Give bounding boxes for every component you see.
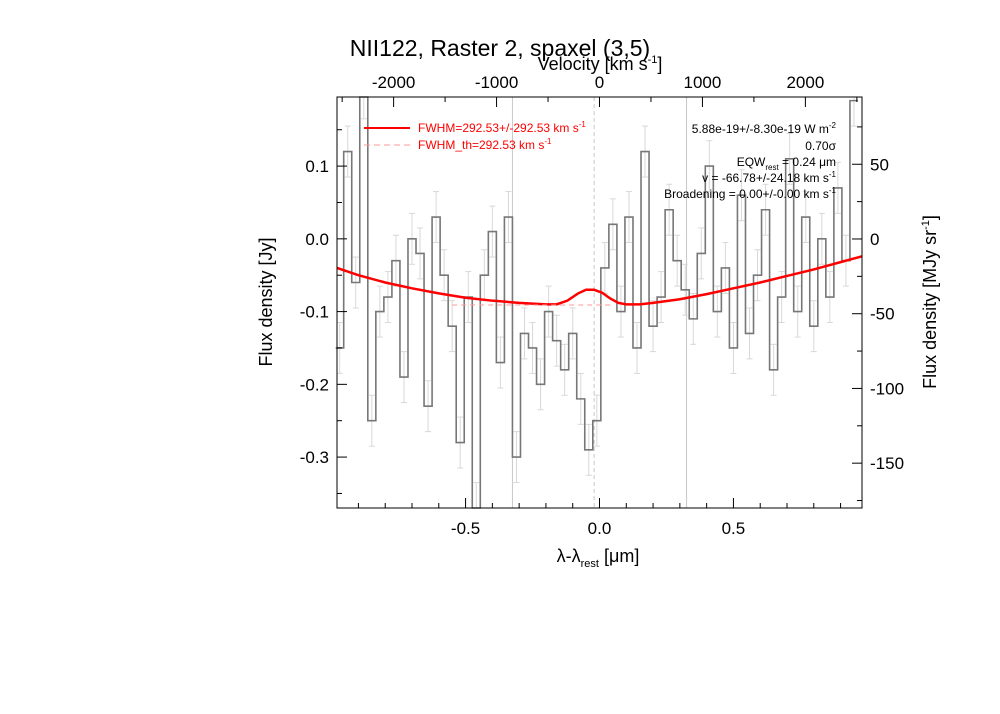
plot-frame [336,96,863,509]
top-tick-label: -2000 [372,73,415,92]
x-axis-title: λ-λrest [μm] [557,546,640,570]
legend-label-fwhm-th: FWHM_th=292.53 km s-1 [418,137,552,152]
y-tick-label: 0.0 [305,230,329,249]
y-tick-label: -0.2 [300,375,329,394]
right-tick-label: -50 [870,305,895,324]
y-tick-label: 0.1 [305,157,329,176]
x-tick-label: -0.5 [451,519,480,538]
legend-label-fwhm: FWHM=292.53+/-292.53 km s-1 [418,120,586,135]
y-tick-label: -0.3 [300,448,329,467]
annotation-eqw: EQWrest = 0.24 μm [737,155,836,172]
right-tick-label: -100 [870,379,904,398]
right-tick-label: 0 [870,230,879,249]
top-axis-title: Velocity [km s-1] [538,54,663,74]
annotation-broadening: Broadening = 0.00+/-0.00 km s-1 [664,186,836,201]
y-axis-title: Flux density [Jy] [256,237,276,366]
top-tick-label: 1000 [684,73,722,92]
fit-annotations: 5.88e-19+/-8.30e-19 W m-2 0.70σ EQWrest … [664,121,836,201]
y-tick-label: -0.1 [300,303,329,322]
top-tick-label: 0 [595,73,604,92]
annotation-flux: 5.88e-19+/-8.30e-19 W m-2 [692,121,837,136]
chart-title: NII122, Raster 2, spaxel (3,5) [350,35,650,61]
right-tick-label: -150 [870,454,904,473]
legend: FWHM=292.53+/-292.53 km s-1 FWHM_th=292.… [364,120,586,152]
right-tick-label: 50 [870,155,889,174]
spectrum-histogram [335,96,858,509]
annotation-velocity: v = -66.78+/-24.18 km s-1 [702,170,836,185]
fit-curve [336,255,863,306]
annotation-sigma: 0.70σ [805,139,836,153]
x-tick-label: 0.0 [588,519,612,538]
right-axis-title: Flux density [MJy sr-1] [920,215,940,389]
top-tick-label: -1000 [475,73,518,92]
top-tick-label: 2000 [786,73,824,92]
x-tick-label: 0.5 [722,519,746,538]
